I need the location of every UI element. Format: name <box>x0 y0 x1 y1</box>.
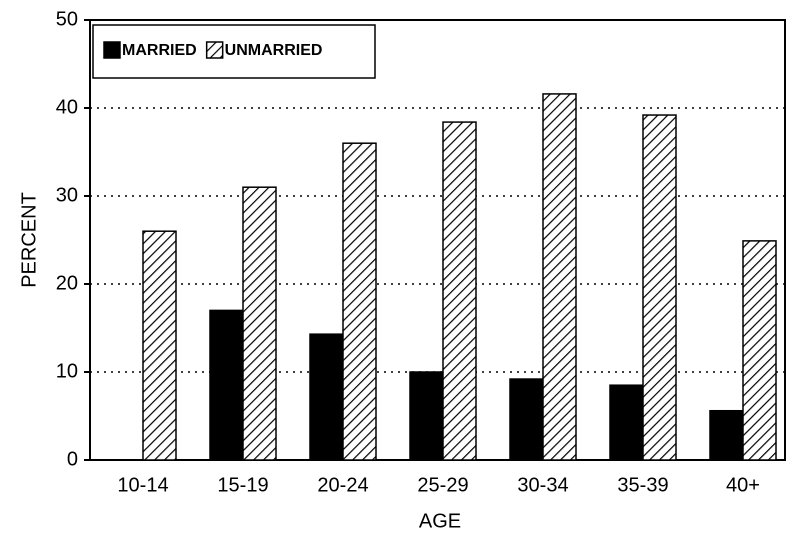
x-tick-label: 15-19 <box>217 474 268 496</box>
y-tick-label: 40 <box>56 96 78 118</box>
bar <box>309 333 344 461</box>
legend-swatch <box>103 41 121 59</box>
x-tick-label: 30-34 <box>517 474 568 496</box>
legend-box <box>92 24 376 79</box>
bar <box>642 114 677 461</box>
bar <box>709 409 744 461</box>
x-tick-label: 35-39 <box>617 474 668 496</box>
bar <box>742 240 777 461</box>
legend-label: MARRIED <box>122 42 197 59</box>
bar <box>509 378 544 461</box>
x-axis-label: AGE <box>419 510 461 532</box>
y-tick-label: 50 <box>56 8 78 30</box>
legend: MARRIED UNMARRIED <box>92 24 376 79</box>
y-tick-label: 0 <box>67 448 78 470</box>
x-tick-label: 40+ <box>726 474 760 496</box>
y-tick-label: 30 <box>56 184 78 206</box>
bar <box>409 371 444 461</box>
bar <box>342 142 377 461</box>
x-tick-label: 20-24 <box>317 474 368 496</box>
bar <box>142 230 177 461</box>
legend-swatch <box>205 41 224 59</box>
bar <box>209 309 244 461</box>
x-tick-label: 25-29 <box>417 474 468 496</box>
bar <box>442 121 477 461</box>
bar <box>609 384 644 461</box>
y-tick-label: 20 <box>56 272 78 294</box>
bar <box>242 186 277 461</box>
y-tick-label: 10 <box>56 360 78 382</box>
x-tick-label: 10-14 <box>117 474 168 496</box>
bar <box>542 93 577 461</box>
y-axis-label: PERCENT <box>18 192 40 288</box>
legend-label: UNMARRIED <box>225 42 323 59</box>
